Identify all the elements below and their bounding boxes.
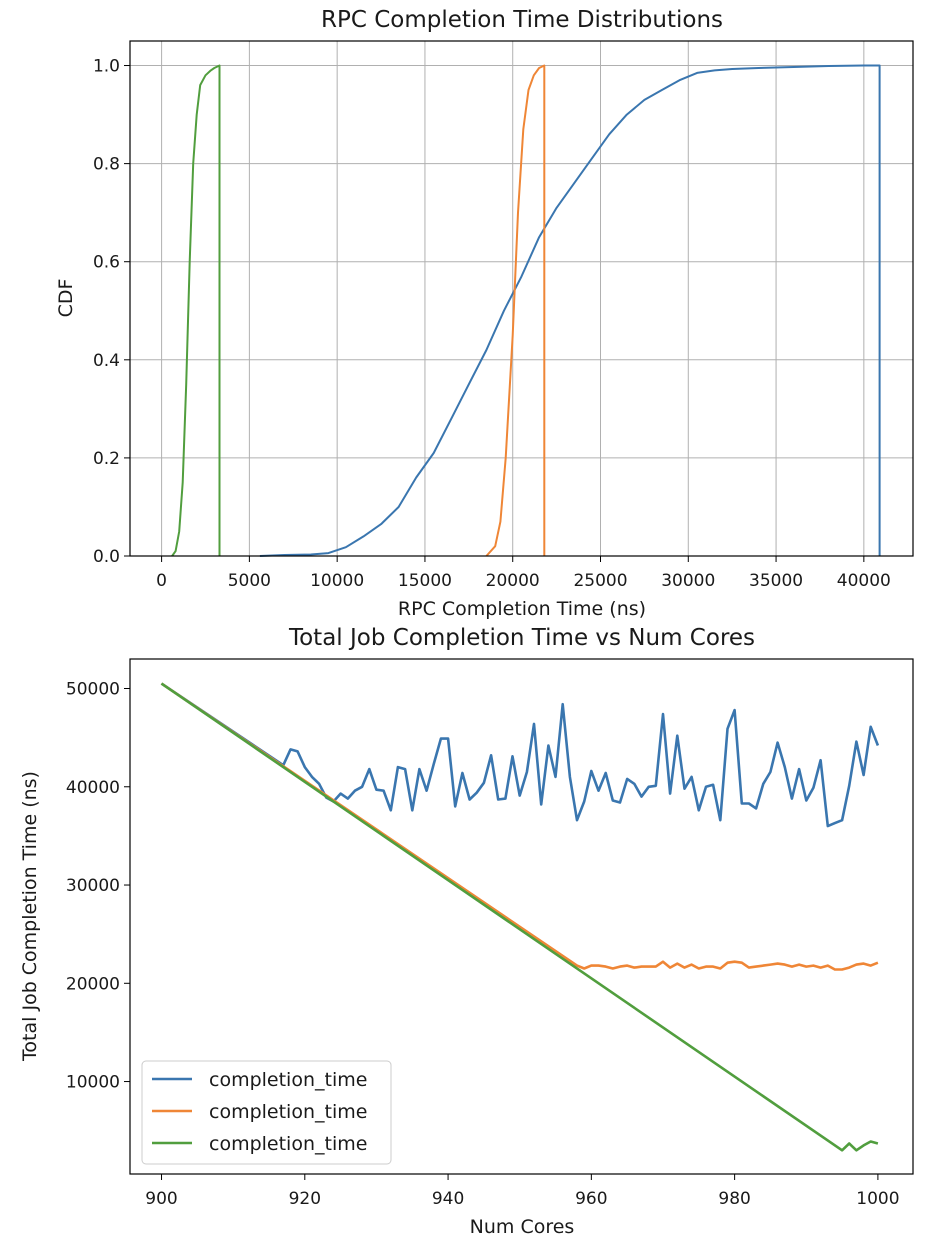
legend: completion_time completion_time completion… xyxy=(141,1060,392,1165)
series-line-3 xyxy=(171,64,221,557)
series-group xyxy=(171,64,881,557)
y-tick-label: 30000 xyxy=(66,876,120,896)
series-line-2 xyxy=(485,64,546,557)
x-tick-label: 1000 xyxy=(856,1189,899,1209)
plot-frame xyxy=(129,40,914,557)
y-tick-label: 1.0 xyxy=(93,57,120,77)
x-tick-label: 5000 xyxy=(228,571,271,591)
x-tick-label: 920 xyxy=(289,1189,321,1209)
legend-label: completion_time xyxy=(209,1133,367,1155)
y-tick-label: 10000 xyxy=(66,1073,120,1093)
y-axis-label: Total Job Completion Time (ns) xyxy=(19,771,41,1062)
x-tick-label: 20000 xyxy=(486,571,540,591)
ticks: 900 920 940 960 980 1000 10000 20000 30000 40000 5… xyxy=(66,680,900,1209)
legend-box xyxy=(141,1060,392,1165)
y-tick-label: 50000 xyxy=(66,680,120,700)
series-line-3 xyxy=(160,682,879,1152)
y-tick-label: 0.2 xyxy=(93,449,120,469)
plot-frame xyxy=(129,658,914,1175)
chart-title: RPC Completion Time Distributions xyxy=(321,7,723,33)
x-tick-label: 960 xyxy=(575,1189,607,1209)
y-tick-label: 0.8 xyxy=(93,155,120,175)
y-axis-label: CDF xyxy=(55,279,77,318)
series-line-1 xyxy=(259,64,881,557)
series-group xyxy=(160,682,880,1152)
grid xyxy=(130,41,913,557)
x-tick-label: 40000 xyxy=(837,571,891,591)
x-tick-label: 15000 xyxy=(398,571,452,591)
x-tick-label: 0 xyxy=(156,571,167,591)
x-tick-label: 10000 xyxy=(310,571,364,591)
x-tick-label: 25000 xyxy=(573,571,627,591)
y-tick-label: 0.0 xyxy=(93,547,120,567)
cdf-chart: RPC Completion Time Distributions 0 5000 1… xyxy=(55,7,914,620)
y-tick-label: 0.4 xyxy=(93,351,120,371)
x-tick-label: 980 xyxy=(718,1189,750,1209)
x-tick-label: 35000 xyxy=(749,571,803,591)
ticks: 0 5000 10000 15000 20000 25000 30000 35000 40000… xyxy=(93,57,891,591)
y-tick-label: 20000 xyxy=(66,974,120,994)
y-tick-label: 0.6 xyxy=(93,253,120,273)
x-tick-label: 940 xyxy=(432,1189,464,1209)
chart-title: Total Job Completion Time vs Num Cores xyxy=(288,625,755,651)
series-line-1 xyxy=(160,682,880,828)
legend-label: completion_time xyxy=(209,1101,367,1123)
y-tick-label: 40000 xyxy=(66,778,120,798)
job-time-chart: Total Job Completion Time vs Num Cores 9… xyxy=(19,625,914,1238)
series-line-2 xyxy=(160,682,879,971)
x-tick-label: 30000 xyxy=(661,571,715,591)
x-tick-label: 900 xyxy=(145,1189,177,1209)
x-axis-label: RPC Completion Time (ns) xyxy=(398,598,646,620)
x-axis-label: Num Cores xyxy=(470,1216,575,1238)
legend-label: completion_time xyxy=(209,1069,367,1091)
